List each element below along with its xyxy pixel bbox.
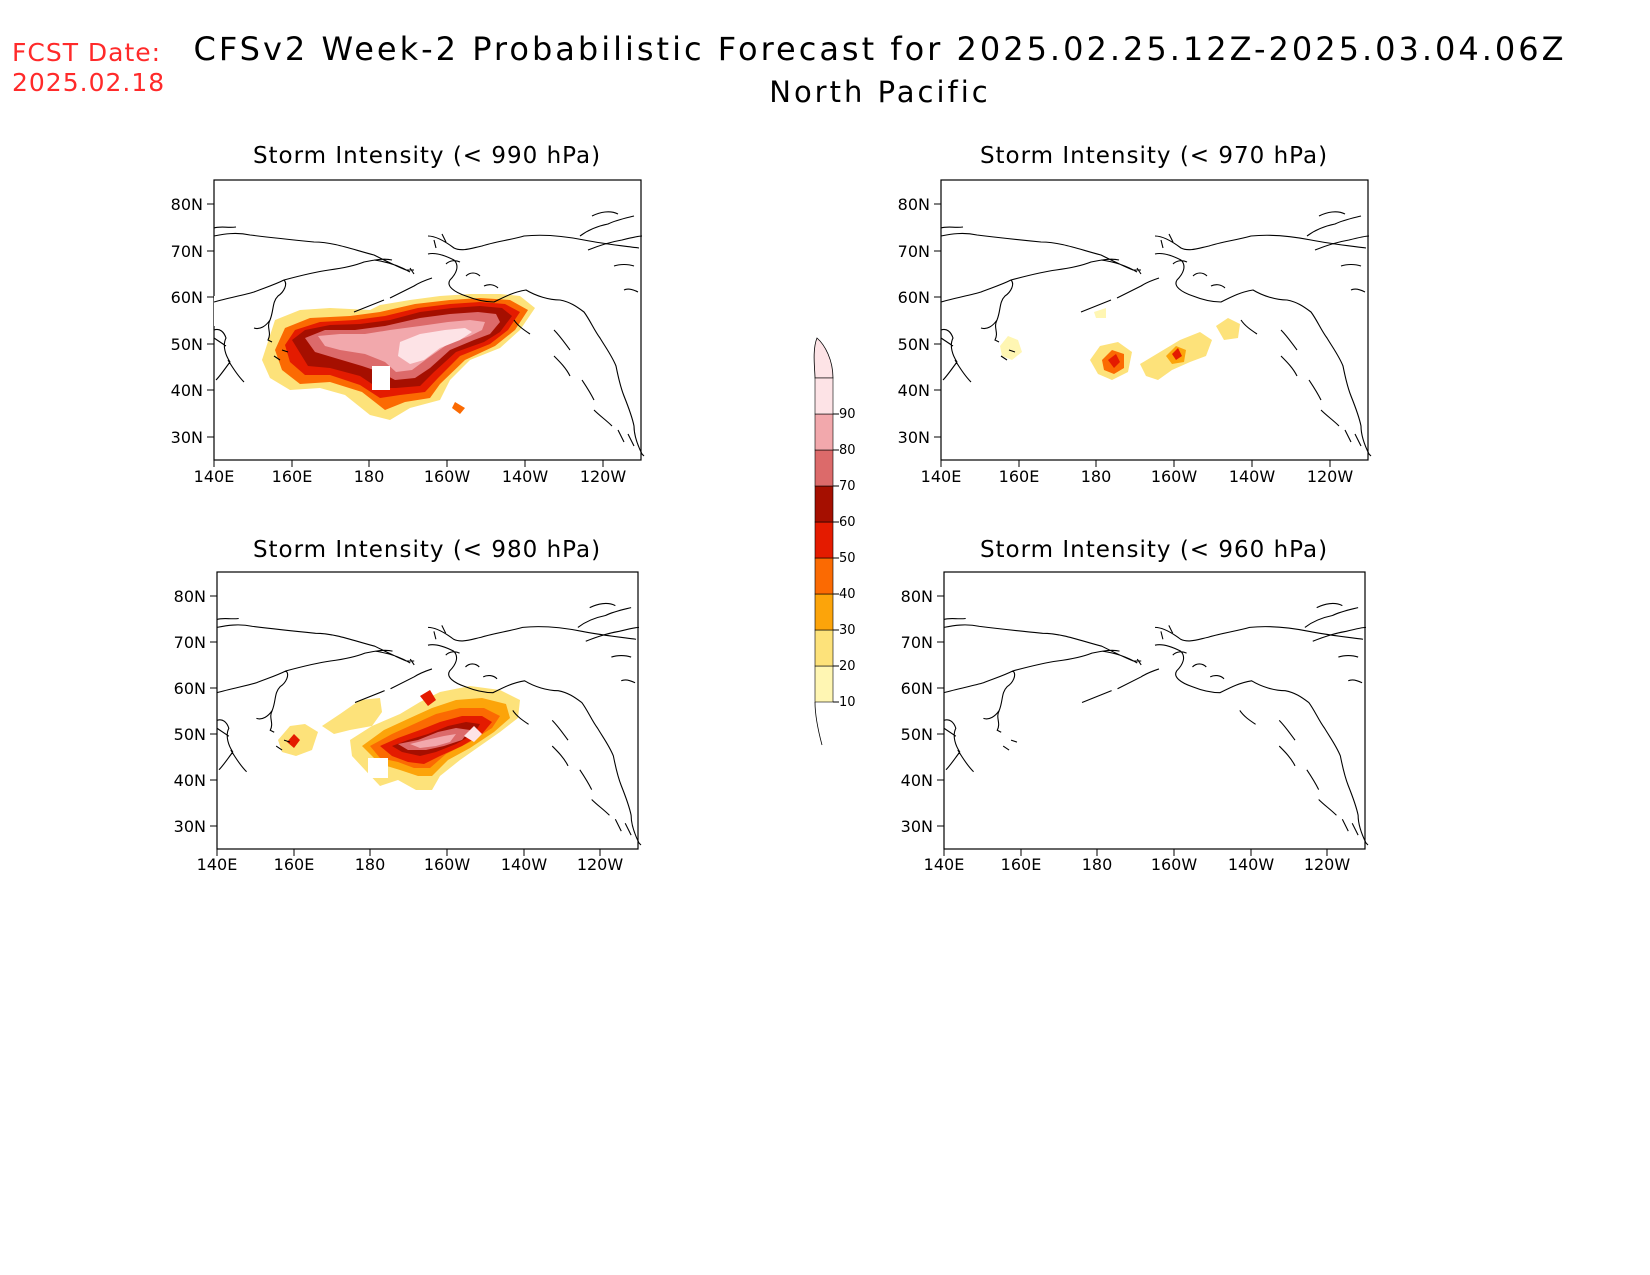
- panel-title-960: Storm Intensity (< 960 hPa): [980, 537, 1328, 563]
- lon-label: 160W: [1151, 855, 1198, 874]
- panel-title-970: Storm Intensity (< 970 hPa): [980, 143, 1328, 169]
- colorbar-segment: [814, 413, 834, 451]
- colorbar-segment: [814, 557, 834, 595]
- probability-fill: [278, 686, 520, 790]
- fcst-date-label: FCST Date:: [12, 38, 162, 67]
- colorbar-segment: [814, 485, 834, 523]
- panel-990: Storm Intensity (< 990 hPa) 80N 70N 60N …: [171, 143, 645, 486]
- lon-label: 180: [355, 855, 386, 874]
- colorbar-label: 70: [839, 479, 856, 494]
- lon-label: 140W: [1228, 855, 1275, 874]
- lat-label: 50N: [171, 335, 203, 354]
- panel-980: Storm Intensity (< 980 hPa) 80N 70N 60N …: [174, 537, 642, 874]
- lat-label: 40N: [174, 771, 206, 790]
- colorbar-label: 40: [839, 587, 856, 602]
- lat-label: 70N: [901, 633, 933, 652]
- lat-label: 30N: [901, 817, 933, 836]
- lat-label: 30N: [171, 428, 203, 447]
- lat-label: 70N: [171, 242, 203, 261]
- lon-ticks: 140E 160E 180 160W 140W 120W: [921, 460, 1354, 486]
- colorbar-segment: [814, 593, 834, 631]
- lon-label: 120W: [580, 467, 627, 486]
- lat-ticks: 80N 70N 60N 50N 40N 30N: [174, 587, 217, 836]
- lon-label: 160W: [1151, 467, 1198, 486]
- lat-label: 30N: [898, 428, 930, 447]
- lat-label: 30N: [174, 817, 206, 836]
- lon-label: 120W: [1304, 855, 1351, 874]
- map-frame: [943, 571, 1366, 850]
- lat-label: 40N: [171, 381, 203, 400]
- colorbar-segment: [814, 665, 834, 703]
- lon-label: 140E: [921, 467, 962, 486]
- colorbar-label: 60: [839, 515, 856, 530]
- colorbar-segment: [814, 377, 834, 415]
- colorbar-label: 20: [839, 659, 856, 674]
- fcst-date-value: 2025.02.18: [12, 68, 166, 97]
- lat-label: 80N: [898, 195, 930, 214]
- colorbar-bottom-arrow: [814, 701, 823, 746]
- panel-960: Storm Intensity (< 960 hPa) 80N 70N 60N …: [901, 537, 1369, 874]
- lat-label: 40N: [898, 381, 930, 400]
- panel-970: Storm Intensity (< 970 hPa) 80N 70N 60N …: [898, 143, 1372, 486]
- lon-label: 120W: [1307, 467, 1354, 486]
- lat-label: 70N: [174, 633, 206, 652]
- lat-label: 40N: [901, 771, 933, 790]
- lon-label: 160W: [424, 467, 471, 486]
- lat-label: 60N: [174, 679, 206, 698]
- lon-label: 140W: [501, 855, 548, 874]
- lon-label: 140W: [1229, 467, 1276, 486]
- lon-label: 140E: [197, 855, 238, 874]
- lat-ticks: 80N 70N 60N 50N 40N 30N: [901, 587, 944, 836]
- lat-label: 50N: [901, 725, 933, 744]
- lat-label: 80N: [171, 195, 203, 214]
- panel-title-980: Storm Intensity (< 980 hPa): [253, 537, 601, 563]
- lat-label: 50N: [174, 725, 206, 744]
- lon-label: 140W: [502, 467, 549, 486]
- colorbar-segment: [814, 629, 834, 667]
- lon-label: 160W: [424, 855, 471, 874]
- colorbar-label: 90: [839, 407, 856, 422]
- colorbar-label: 80: [839, 443, 856, 458]
- lat-label: 60N: [898, 288, 930, 307]
- lon-label: 180: [1081, 467, 1112, 486]
- lon-label: 180: [354, 467, 385, 486]
- lat-label: 60N: [171, 288, 203, 307]
- colorbar-label: 30: [839, 623, 856, 638]
- colorbar-segment: [814, 521, 834, 559]
- colorbar-segment: [814, 449, 834, 487]
- map-frame: [940, 179, 1369, 461]
- lat-label: 80N: [174, 587, 206, 606]
- lon-label: 160E: [272, 467, 313, 486]
- colorbar-top-arrow: [813, 337, 834, 379]
- lon-label: 160E: [274, 855, 315, 874]
- page-title: CFSv2 Week-2 Probabilistic Forecast for …: [193, 30, 1567, 68]
- colorbar-label: 50: [839, 551, 856, 566]
- fcst-date-block: FCST Date: 2025.02.18: [12, 38, 165, 98]
- region-subtitle: North Pacific: [769, 75, 991, 109]
- lat-label: 60N: [901, 679, 933, 698]
- lon-ticks: 140E 160E 180 160W 140W 120W: [197, 849, 624, 874]
- lat-ticks: 80N 70N 60N 50N 40N 30N: [171, 195, 214, 447]
- colorbar: 10 20 30 40 50 60 70 80 90: [813, 337, 856, 746]
- lat-label: 70N: [898, 242, 930, 261]
- probability-fill: [1000, 308, 1240, 380]
- lon-label: 180: [1082, 855, 1113, 874]
- lat-ticks: 80N 70N 60N 50N 40N 30N: [898, 195, 941, 447]
- lon-label: 140E: [194, 467, 235, 486]
- colorbar-label: 10: [839, 695, 856, 710]
- lon-label: 160E: [999, 467, 1040, 486]
- lon-label: 160E: [1001, 855, 1042, 874]
- lon-ticks: 140E 160E 180 160W 140W 120W: [194, 460, 627, 486]
- lon-ticks: 140E 160E 180 160W 140W 120W: [924, 849, 1351, 874]
- lat-label: 50N: [898, 335, 930, 354]
- lon-label: 140E: [924, 855, 965, 874]
- probability-fill: [214, 294, 535, 420]
- lon-label: 120W: [577, 855, 624, 874]
- lat-label: 80N: [901, 587, 933, 606]
- panel-title-990: Storm Intensity (< 990 hPa): [253, 143, 601, 169]
